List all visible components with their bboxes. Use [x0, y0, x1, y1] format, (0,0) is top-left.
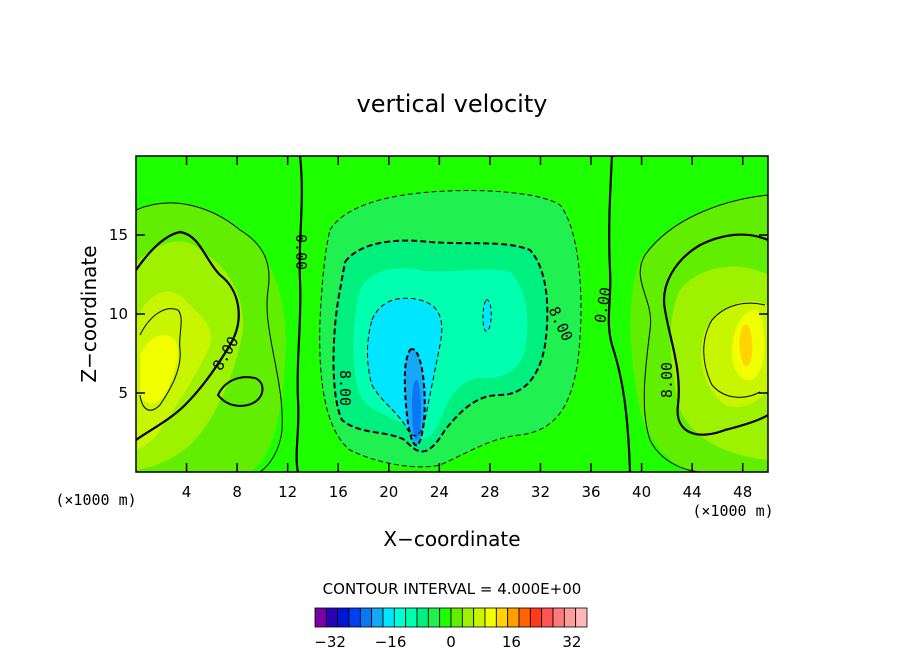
colorbar-tick-label: −32: [314, 633, 346, 651]
colorbar-tick-label: 16: [502, 633, 521, 651]
colorbar-swatch: [416, 607, 429, 628]
y-axis-ticks: 5 10 15: [109, 226, 768, 402]
x-tick-label: 44: [683, 483, 702, 501]
contour-label: 8.00: [336, 370, 354, 406]
contour-8-left: [136, 230, 240, 441]
colorbar-swatch: [325, 607, 339, 628]
x-tick-label: 8: [232, 483, 242, 501]
x-tick-label: 36: [581, 483, 600, 501]
x-axis-label: X−coordinate: [383, 527, 520, 551]
colorbar-swatch: [371, 607, 384, 628]
z-unit-label: (×1000 m): [55, 491, 136, 509]
fill-center-deep: [412, 379, 421, 440]
fill-center-upper-cyan: [482, 299, 492, 332]
colorbar-swatch: [484, 607, 497, 628]
contour-neg12-small: [482, 299, 492, 332]
colorbar-swatch: [575, 607, 588, 628]
x-tick-label: 48: [733, 483, 752, 501]
colorbar-swatch: [439, 607, 452, 628]
zero-contour-left: [295, 156, 303, 472]
colorbar-swatch: [495, 607, 509, 628]
colorbar-swatch: [541, 607, 554, 628]
x-tick-label: 12: [278, 483, 297, 501]
colorbar-swatch: [552, 607, 565, 628]
chart-title: vertical velocity: [357, 90, 548, 118]
y-tick-label: 15: [109, 226, 128, 244]
colorbar-swatch: [348, 607, 361, 628]
colorbar-swatch: [461, 607, 475, 628]
plot-area: 0.00 0.00 8.00 8.00 8.00 8.00: [136, 156, 768, 472]
x-tick-label: 16: [329, 483, 348, 501]
colorbar-swatch: [337, 607, 350, 628]
contour-12-right: [703, 302, 766, 398]
contour-12-left: [139, 308, 182, 411]
x-tick-label: 20: [379, 483, 398, 501]
colorbar-swatch: [382, 607, 395, 628]
contour-label: 0.00: [292, 234, 310, 270]
colorbar-tick-label: 0: [446, 633, 456, 651]
colorbar: [314, 607, 588, 628]
x-tick-label: 32: [531, 483, 550, 501]
colorbar-swatch: [393, 607, 407, 628]
y-tick-label: 5: [118, 384, 128, 402]
contour-8-right: [662, 233, 768, 436]
colorbar-swatch: [427, 607, 441, 628]
contour-neg12: [367, 297, 443, 437]
x-unit-label: (×1000 m): [692, 502, 773, 520]
contour-interval-label: CONTOUR INTERVAL = 4.000E+00: [323, 580, 582, 598]
x-tick-label: 40: [632, 483, 651, 501]
y-axis-label: Z−coordinate: [77, 245, 101, 382]
colorbar-swatch: [563, 607, 577, 628]
colorbar-swatch: [518, 607, 531, 628]
fill-left-peak: [140, 335, 178, 404]
colorbar-swatch: [473, 607, 486, 628]
contour-4-right: [639, 194, 768, 472]
x-tick-label: 24: [430, 483, 449, 501]
colorbar-swatch: [529, 607, 543, 628]
contour-lines: [136, 156, 768, 472]
colorbar-swatch: [450, 607, 463, 628]
colorbar-tick-label: 32: [562, 633, 581, 651]
x-axis-ticks: 4 8 12 16 20 24 28 32 36 40 44 48: [182, 156, 752, 501]
colorbar-swatch: [314, 607, 327, 628]
contour-4-left: [136, 202, 283, 472]
colorbar-swatch: [405, 607, 418, 628]
zero-contour-right: [607, 156, 632, 472]
colorbar-ticks: −32 −16 0 16 32: [314, 633, 581, 651]
colorbar-swatch: [507, 607, 520, 628]
contour-label: 8.00: [658, 362, 676, 398]
contour-neg8: [332, 239, 549, 453]
y-tick-label: 10: [109, 305, 128, 323]
x-tick-label: 28: [480, 483, 499, 501]
colorbar-swatch: [359, 607, 373, 628]
contour-fills: [136, 190, 768, 472]
x-tick-label: 4: [182, 483, 192, 501]
contour-8-left-small: [216, 376, 264, 407]
colorbar-tick-label: −16: [375, 633, 407, 651]
contour-neg4: [319, 190, 582, 468]
contour-label: 0.00: [591, 286, 615, 325]
fill-right-peak: [739, 324, 753, 366]
